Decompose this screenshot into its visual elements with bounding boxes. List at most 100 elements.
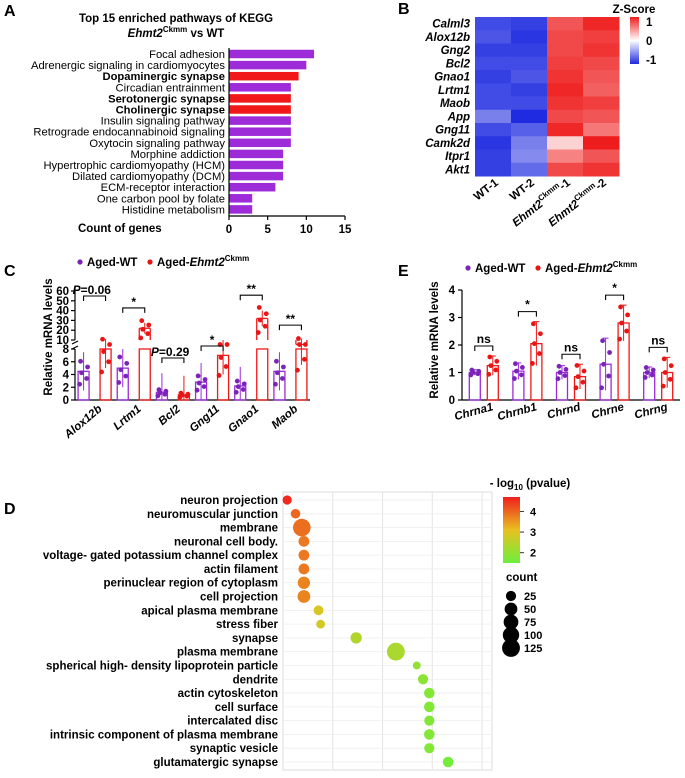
size-legend-label: 100 xyxy=(524,630,542,642)
go-term-label: neuromuscular junction xyxy=(147,509,278,521)
dot-plot-colorbar xyxy=(503,497,520,563)
y-tick-label: 2 xyxy=(449,340,455,352)
x-category-label: Gng11 xyxy=(188,403,222,435)
go-term-label: actin filament xyxy=(204,564,278,576)
kegg-pathway-label: Oxytocin signaling pathway xyxy=(89,138,225,150)
go-term-label: glutamatergic synapse xyxy=(153,757,278,769)
data-point xyxy=(116,380,122,385)
heatmap-cell xyxy=(583,123,620,137)
bar-lower xyxy=(138,348,151,401)
x-tick-label: 10 xyxy=(300,224,313,236)
kegg-pathway-label: One carbon pool by folate xyxy=(97,193,225,205)
data-point xyxy=(256,305,262,310)
data-point xyxy=(619,320,624,326)
data-point xyxy=(624,328,629,334)
go-term-label: perinuclear region of cytoplasm xyxy=(104,578,278,590)
y-tick-label: 6 xyxy=(63,357,69,369)
heatmap-row-label: Gnao1 xyxy=(434,72,470,84)
kegg-pathway-label: Hypertrophic cardiomyopathy (HCM) xyxy=(43,160,225,172)
y-tick-label: 20 xyxy=(56,325,69,337)
data-point xyxy=(195,373,201,379)
kegg-pathway-label: Adrenergic signaling in cardiomyocytes xyxy=(31,60,225,72)
go-term-dot xyxy=(350,632,362,644)
x-category-label: Chrna1 xyxy=(453,401,494,423)
data-point xyxy=(124,360,130,366)
y-tick-label: 1 xyxy=(449,368,456,380)
kegg-bar xyxy=(229,105,291,114)
data-point xyxy=(557,370,563,375)
heatmap-row-label: Alox12b xyxy=(424,32,470,44)
y-tick-label: 40 xyxy=(56,306,69,318)
go-term-dot xyxy=(298,535,310,547)
heatmap-cell xyxy=(511,70,548,84)
heatmap-cell xyxy=(511,96,548,111)
significance-label: * xyxy=(210,333,215,347)
data-point xyxy=(281,364,286,370)
heatmap-cell xyxy=(511,149,548,164)
significance-bracket xyxy=(561,353,581,360)
data-point xyxy=(494,358,500,364)
significance-bracket xyxy=(648,346,668,353)
data-point xyxy=(274,358,279,364)
data-point xyxy=(537,351,542,356)
panel-d-go-dot-plot: neuron projection neuromuscular junction m… xyxy=(43,478,570,771)
data-point xyxy=(139,318,145,324)
heatmap-cell xyxy=(475,162,512,177)
x-category-label: Bcl2 xyxy=(157,403,184,428)
data-point xyxy=(216,373,222,378)
kegg-bar xyxy=(229,83,291,92)
data-point xyxy=(574,363,580,368)
kegg-bar xyxy=(229,194,253,203)
data-point xyxy=(223,364,229,369)
data-point xyxy=(607,350,612,355)
panel-a-kegg-bar-chart: Top 15 enriched pathways of KEGG Ehmt2Ck… xyxy=(31,13,352,236)
data-point xyxy=(101,349,106,354)
data-point xyxy=(79,370,84,376)
size-legend-dot xyxy=(505,590,517,602)
data-point xyxy=(84,376,89,381)
heatmap-cell xyxy=(511,17,548,31)
data-point xyxy=(156,387,162,393)
data-point xyxy=(118,367,124,373)
kegg-bar xyxy=(229,71,299,81)
legend-marker xyxy=(465,265,471,271)
x-tick-label: 5 xyxy=(264,224,271,236)
heatmap-cell xyxy=(475,96,512,111)
x-category-label: Chrne xyxy=(590,401,626,421)
kegg-pathway-label: Focal adhesion xyxy=(149,49,225,61)
significance-bracket xyxy=(517,311,537,317)
x-category-label: Gnao1 xyxy=(226,403,261,435)
significance-label: ** xyxy=(286,312,296,326)
kegg-bar xyxy=(229,171,284,181)
heatmap-cell xyxy=(583,162,620,177)
heatmap-cell xyxy=(547,56,584,71)
x-category-label: Chrnb1 xyxy=(496,401,538,423)
colorbar-tick-label: 2 xyxy=(530,548,536,560)
data-point xyxy=(644,370,650,375)
colorbar-tick-label: 3 xyxy=(530,527,536,539)
kegg-pathway-label: Retrograde endocannabinoid signaling xyxy=(33,127,225,139)
data-point xyxy=(100,336,105,342)
heatmap-cell xyxy=(583,70,620,84)
kegg-pathway-label: Serotonergic synapse xyxy=(108,93,225,105)
panel-e-y-label: Relative mRNA levels xyxy=(429,281,441,398)
heatmap-cell xyxy=(475,30,512,44)
significance-label: ns xyxy=(477,332,491,346)
data-point xyxy=(575,374,581,380)
heatmap-row-label: App xyxy=(447,111,470,123)
kegg-bar xyxy=(229,182,276,192)
panel-c-mrna-bar-chart: Aged-WT Aged-Ehmt2Ckmm Relative mRNA leve… xyxy=(43,254,310,442)
data-point xyxy=(555,376,561,382)
heatmap-cell xyxy=(547,30,584,44)
go-term-label: neuronal cell body. xyxy=(174,536,278,548)
go-term-dot xyxy=(298,563,310,575)
go-term-label: spherical high- density lipoprotein part… xyxy=(46,660,278,672)
heatmap-cell xyxy=(583,149,620,164)
panel-a-title: Top 15 enriched pathways of KEGG xyxy=(79,13,273,25)
data-point xyxy=(235,384,241,390)
significance-label: ** xyxy=(247,282,257,296)
data-point xyxy=(617,336,622,342)
data-point xyxy=(487,354,493,360)
legend-marker xyxy=(77,259,83,265)
heatmap-row-label: Lrtm1 xyxy=(438,85,470,97)
